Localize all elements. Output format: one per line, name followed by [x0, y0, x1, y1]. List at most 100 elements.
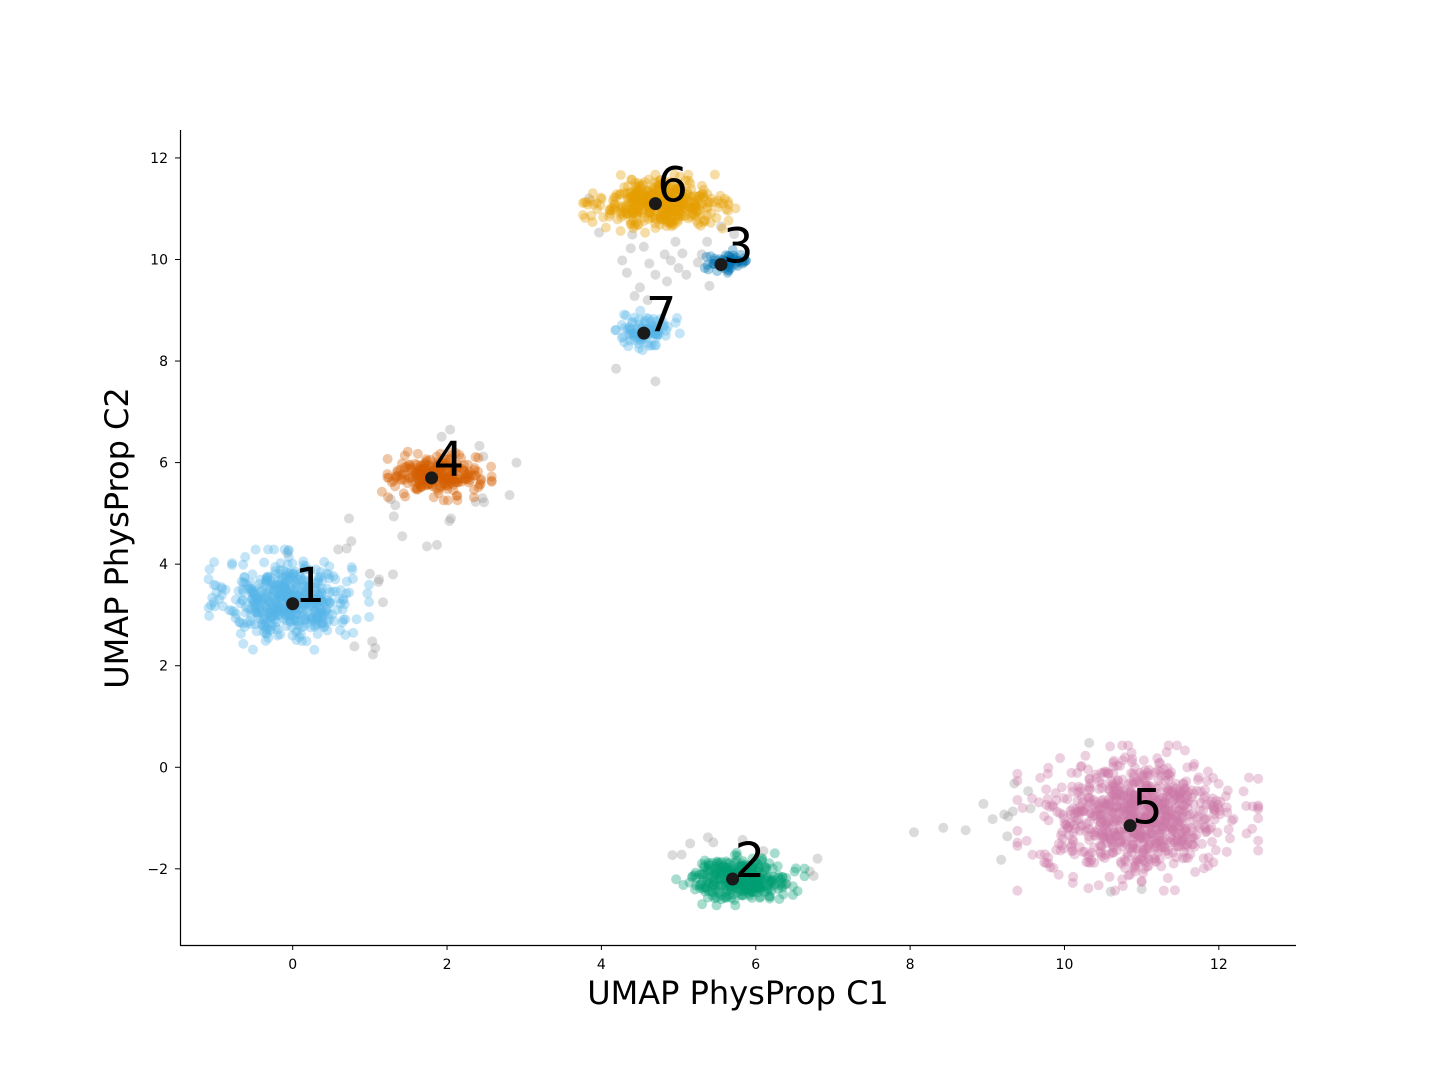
cluster-point: [774, 894, 785, 905]
cluster-point: [769, 880, 780, 891]
cluster-point: [1125, 786, 1136, 797]
cluster-point: [279, 580, 290, 591]
cluster-point: [1163, 774, 1174, 785]
cluster-point: [382, 472, 393, 483]
cluster-point: [699, 862, 710, 873]
cluster-point: [595, 192, 606, 203]
cluster-point: [1150, 838, 1161, 849]
cluster-point: [233, 585, 244, 596]
cluster-point: [609, 202, 620, 213]
cluster-point: [634, 202, 645, 213]
cluster-point: [694, 204, 705, 215]
cluster-point: [1039, 857, 1050, 868]
cluster-point: [407, 476, 418, 487]
cluster-point: [748, 887, 759, 898]
cluster-point: [1154, 817, 1165, 828]
cluster-point: [739, 884, 750, 895]
cluster-point: [1095, 809, 1106, 820]
cluster-point: [687, 871, 698, 882]
cluster-point: [1110, 830, 1121, 841]
cluster-point: [284, 568, 295, 579]
cluster-point: [447, 474, 458, 485]
cluster-point: [442, 462, 453, 473]
cluster-point: [721, 858, 732, 869]
cluster-point: [1206, 796, 1217, 807]
cluster-point: [1136, 785, 1147, 796]
cluster-point: [418, 463, 429, 474]
cluster-point: [672, 184, 683, 195]
cluster-point: [1207, 793, 1218, 804]
cluster-point: [721, 862, 732, 873]
cluster-point: [1094, 820, 1105, 831]
cluster-point: [386, 477, 397, 488]
cluster-point: [399, 450, 410, 461]
cluster-point: [332, 604, 343, 615]
cluster-point: [1150, 817, 1161, 828]
cluster-point: [1188, 808, 1199, 819]
cluster-point: [767, 875, 778, 886]
cluster-point: [1226, 815, 1237, 826]
cluster-point: [270, 608, 281, 619]
cluster-point: [753, 883, 764, 894]
cluster-point: [300, 564, 311, 575]
cluster-point: [291, 578, 302, 589]
cluster-point: [430, 460, 441, 471]
cluster-point: [270, 562, 281, 573]
cluster-point: [460, 473, 471, 484]
cluster-point: [752, 866, 763, 877]
cluster-point: [309, 644, 320, 655]
noise-point: [667, 850, 678, 861]
cluster-point: [622, 194, 633, 205]
cluster-point: [1130, 860, 1141, 871]
cluster-point: [269, 585, 280, 596]
cluster-point: [1119, 854, 1130, 865]
noise-point: [621, 267, 632, 278]
cluster-point: [1065, 817, 1076, 828]
cluster-point: [625, 209, 636, 220]
cluster-point: [738, 878, 749, 889]
cluster-point: [726, 885, 737, 896]
cluster-point: [693, 219, 704, 230]
cluster-point: [668, 198, 679, 209]
cluster-point: [445, 447, 456, 458]
cluster-point: [435, 459, 446, 470]
cluster-point: [1138, 817, 1149, 828]
cluster-point: [460, 469, 471, 480]
cluster-point: [299, 574, 310, 585]
cluster-point: [1162, 835, 1173, 846]
cluster-point: [744, 890, 755, 901]
cluster-point: [301, 617, 312, 628]
cluster-point: [1116, 827, 1127, 838]
cluster-point: [446, 471, 457, 482]
cluster-point: [740, 255, 751, 266]
cluster-point: [1160, 794, 1171, 805]
cluster-point: [1145, 819, 1156, 830]
cluster-point: [308, 594, 319, 605]
cluster-point: [1147, 808, 1158, 819]
cluster-point: [723, 205, 734, 216]
cluster-point: [1101, 818, 1112, 829]
cluster-point: [665, 205, 676, 216]
cluster-point: [1115, 789, 1126, 800]
cluster-point: [691, 206, 702, 217]
cluster-point: [704, 878, 715, 889]
cluster-point: [1144, 822, 1155, 833]
cluster-point: [416, 463, 427, 474]
cluster-point: [639, 177, 650, 188]
cluster-point: [616, 212, 627, 223]
cluster-point: [1021, 835, 1032, 846]
cluster-point: [1111, 813, 1122, 824]
x-tick-label: 12: [1210, 957, 1228, 973]
cluster-point: [295, 587, 306, 598]
cluster-point: [322, 583, 333, 594]
cluster-point: [448, 466, 459, 477]
cluster-point: [290, 614, 301, 625]
cluster-point: [725, 263, 736, 274]
cluster-point: [444, 470, 455, 481]
cluster-point: [258, 613, 269, 624]
cluster-point: [1158, 792, 1169, 803]
cluster-point: [268, 582, 279, 593]
cluster-point: [324, 573, 335, 584]
cluster-point: [1100, 849, 1111, 860]
cluster-point: [451, 490, 462, 501]
